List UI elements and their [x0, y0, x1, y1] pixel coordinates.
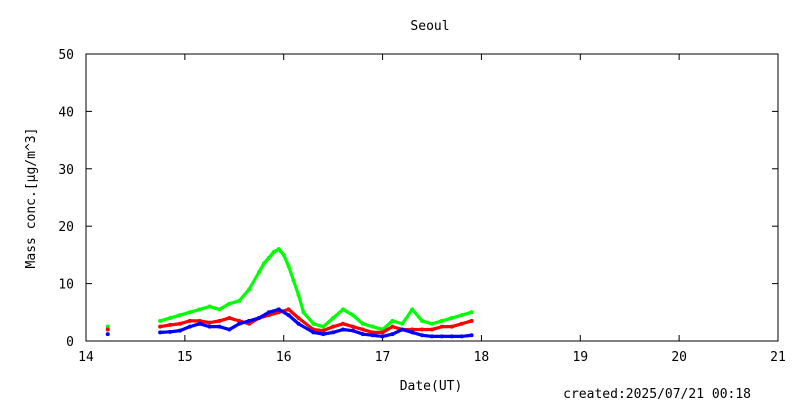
series-3: [105, 307, 474, 339]
data-point: [469, 318, 474, 323]
x-tick-label: 15: [177, 350, 193, 365]
y-tick-label: 30: [58, 163, 74, 178]
data-point: [105, 332, 110, 337]
y-tick-label: 40: [58, 105, 74, 120]
plot-frame: [85, 53, 779, 342]
data-point: [469, 310, 474, 315]
y-axis-label: Mass conc.[μg/m^3]: [24, 128, 39, 269]
series-2: [105, 307, 474, 335]
x-tick-label: 17: [375, 350, 391, 365]
x-tick-label: 16: [276, 350, 292, 365]
axis-ticks: 14 15 16 17 18 19 20 21 0 10 20 30 40 50: [58, 48, 785, 365]
data-points: [105, 247, 474, 339]
x-tick-label: 20: [671, 350, 687, 365]
x-axis-label: Date(UT): [400, 379, 463, 394]
y-tick-label: 10: [58, 278, 74, 293]
y-tick-label: 20: [58, 220, 74, 235]
chart-title: Seoul: [410, 19, 449, 34]
x-tick-label: 19: [572, 350, 588, 365]
data-point: [105, 324, 110, 329]
series-1: [105, 247, 474, 332]
data-point: [105, 327, 110, 332]
created-timestamp: created:2025/07/21 00:18: [563, 387, 751, 400]
x-tick-label: 21: [770, 350, 786, 365]
data-point: [469, 333, 474, 338]
x-tick-label: 14: [78, 350, 94, 365]
y-tick-label: 50: [58, 48, 74, 63]
x-tick-label: 18: [474, 350, 490, 365]
y-tick-label: 0: [66, 335, 74, 350]
